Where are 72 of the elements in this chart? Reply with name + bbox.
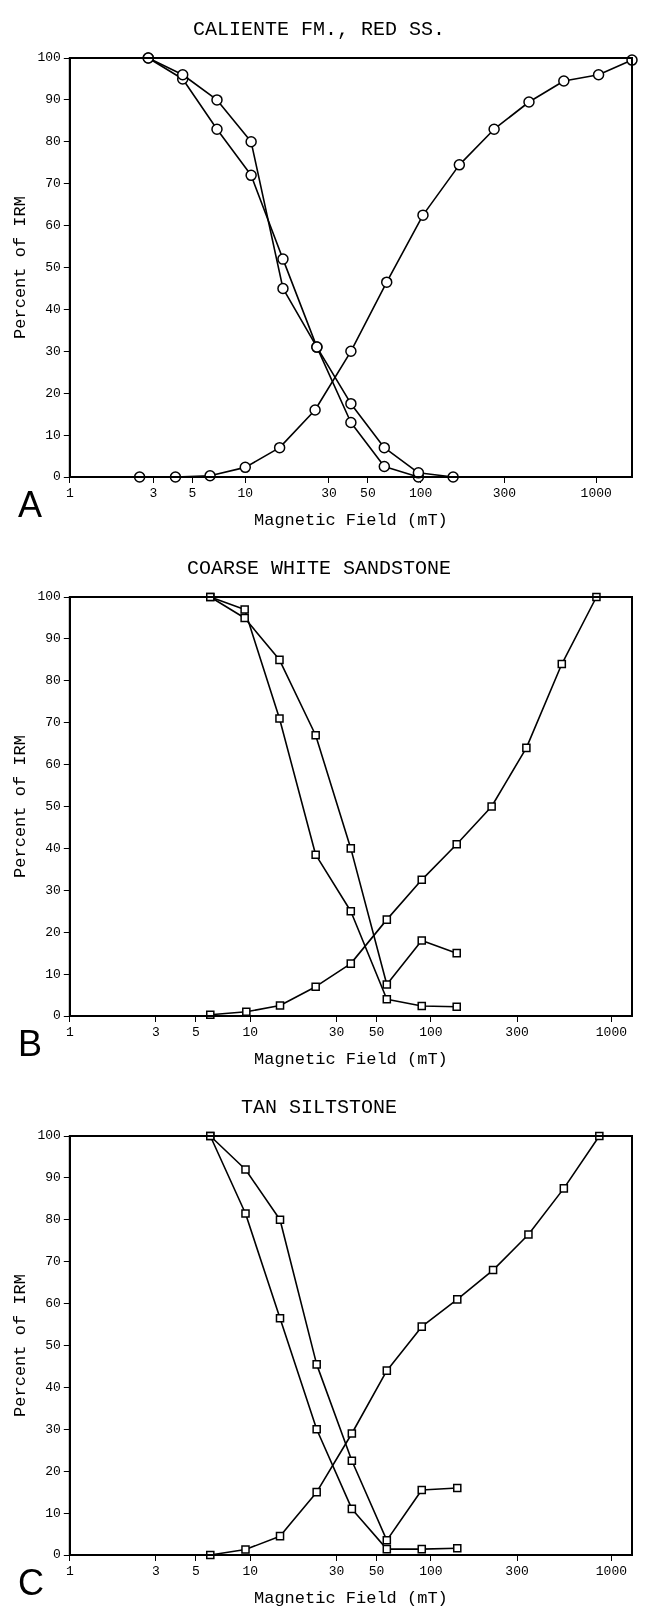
y-tick-label: 60 — [45, 757, 61, 773]
chart-title: CALIENTE FM., RED SS. — [192, 18, 446, 42]
x-tick-label: 5 — [192, 1025, 200, 1041]
y-tick-label: 10 — [45, 427, 61, 443]
y-tick-label: 80 — [45, 673, 61, 689]
x-tick-label: 1 — [65, 1025, 74, 1041]
y-tick-label: 60 — [45, 1296, 61, 1312]
y-tick-label: 30 — [45, 1421, 61, 1437]
x-tick-label: 3 — [152, 1025, 160, 1041]
x-tick-label: 50 — [360, 486, 376, 502]
x-tick-label: 30 — [328, 1025, 345, 1041]
x-tick-label: 100 — [419, 1025, 443, 1041]
y-tick-label: 0 — [52, 1008, 61, 1024]
x-tick-label: 1000 — [595, 1564, 628, 1580]
y-tick-label: 60 — [45, 218, 61, 234]
y-tick-label: 70 — [45, 715, 61, 731]
y-tick-label: 40 — [45, 301, 61, 317]
y-tick-label: 80 — [45, 134, 61, 150]
x-tick-label: 10 — [242, 1025, 259, 1041]
x-tick-label: 300 — [505, 1025, 529, 1041]
y-tick-label: 50 — [45, 798, 61, 814]
y-tick-label: 50 — [45, 259, 61, 275]
x-tick-label: 3 — [149, 486, 158, 502]
y-tick-label: 40 — [45, 1379, 61, 1395]
x-tick-label: 30 — [328, 1564, 345, 1580]
chart-title: COARSE WHITE SANDSTONE — [186, 557, 452, 581]
x-tick-label: 100 — [409, 486, 433, 502]
x-tick-label: 10 — [242, 1564, 259, 1580]
x-tick-label: 100 — [419, 1564, 443, 1580]
y-tick-label: 90 — [45, 92, 61, 108]
y-tick-label: 20 — [45, 385, 61, 401]
x-tick-label: 10 — [237, 486, 254, 502]
x-tick-label: 300 — [492, 486, 517, 502]
y-tick-label: 80 — [45, 1212, 61, 1228]
y-tick-label: 90 — [45, 1170, 61, 1186]
x-tick-label: 1 — [65, 486, 74, 502]
y-tick-label: 20 — [45, 1463, 61, 1479]
x-tick-label: 5 — [192, 1564, 200, 1580]
y-tick-label: 70 — [45, 176, 61, 192]
y-axis-title: Percent of IRM — [10, 1274, 30, 1417]
y-tick-label: 100 — [37, 589, 61, 605]
y-tick-label: 40 — [45, 840, 61, 856]
y-tick-label: 10 — [45, 1505, 61, 1521]
text: C — [18, 1561, 44, 1603]
y-tick-label: 50 — [45, 1337, 61, 1353]
y-axis-title: Percent of IRM — [10, 735, 30, 878]
y-tick-label: 100 — [37, 50, 61, 66]
y-tick-label: 70 — [45, 1254, 61, 1270]
y-tick-label: 100 — [37, 1128, 61, 1144]
x-tick-label: 50 — [368, 1025, 385, 1041]
x-axis-title: Magnetic Field (mT) — [253, 1589, 448, 1609]
y-tick-label: 90 — [45, 631, 61, 647]
y-axis-title: Percent of IRM — [10, 196, 30, 339]
chart-title: TAN SILTSTONE — [240, 1096, 398, 1120]
x-tick-label: 300 — [505, 1564, 529, 1580]
x-tick-label: 1000 — [595, 1025, 628, 1041]
x-tick-label: 50 — [368, 1564, 385, 1580]
x-tick-label: 3 — [152, 1564, 160, 1580]
y-tick-label: 30 — [45, 343, 61, 359]
x-tick-label: 5 — [188, 486, 197, 502]
x-tick-label: 30 — [321, 486, 337, 502]
y-tick-label: 20 — [45, 924, 61, 940]
x-tick-label: 1 — [65, 1564, 74, 1580]
y-tick-label: 30 — [45, 882, 61, 898]
x-axis-title: Magnetic Field (mT) — [253, 511, 448, 531]
y-tick-label: 10 — [45, 966, 61, 982]
text: B — [18, 1022, 43, 1064]
y-tick-label: 0 — [52, 1547, 61, 1563]
y-tick-label: 0 — [52, 469, 61, 485]
x-tick-label: 1000 — [580, 486, 612, 502]
text: A — [18, 483, 43, 525]
x-axis-title: Magnetic Field (mT) — [253, 1050, 448, 1070]
